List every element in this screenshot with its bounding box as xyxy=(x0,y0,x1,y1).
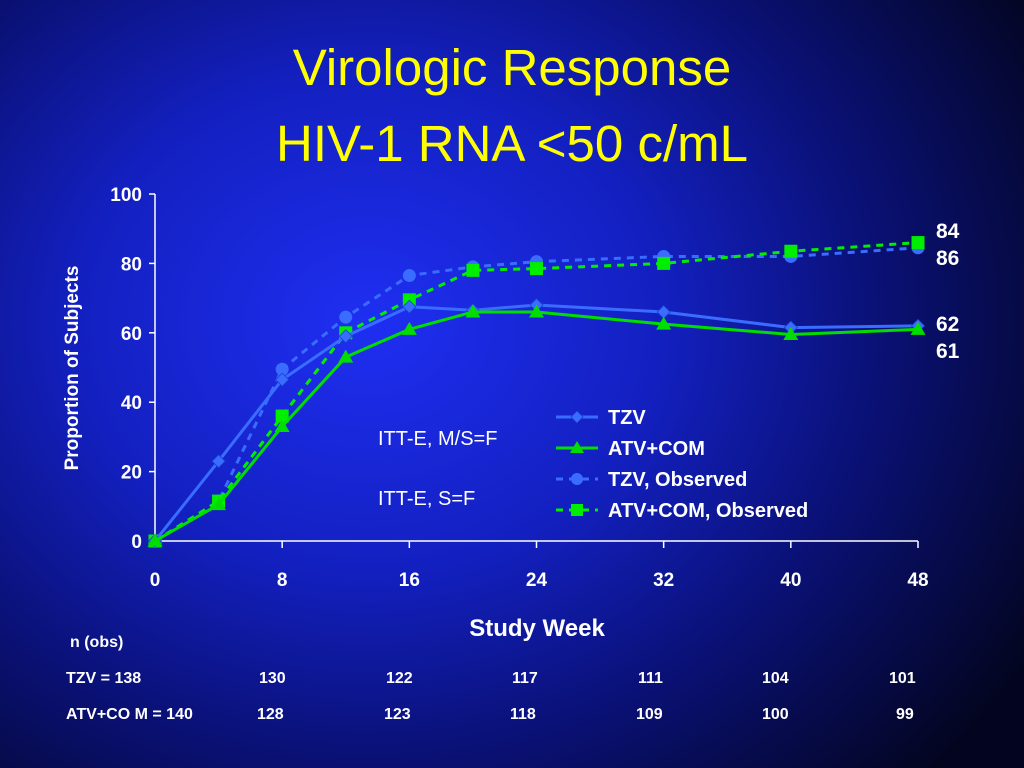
obs-tzv-week8: 130 xyxy=(259,670,286,687)
data-point-atv-com xyxy=(465,304,481,318)
legend-marker-atv-com xyxy=(570,441,584,453)
data-point-atv-com xyxy=(401,321,417,335)
data-point-tzv xyxy=(656,304,671,320)
obs-atv-week40: 100 xyxy=(762,706,789,723)
obs-atv-week32: 109 xyxy=(636,706,663,723)
obs-tzv-week48: 101 xyxy=(889,670,916,687)
legend-marker-atv-com-observed xyxy=(571,504,583,516)
data-point-atv-com xyxy=(211,497,227,511)
obs-atv-week8: 128 xyxy=(257,706,284,723)
x-tick-label: 0 xyxy=(150,570,161,591)
data-point-atv-com xyxy=(783,327,799,341)
legend-marker-tzv-observed xyxy=(571,473,583,485)
obs-atv-week16: 123 xyxy=(384,706,411,723)
y-tick-label: 60 xyxy=(121,324,142,345)
data-point-atv-com xyxy=(274,418,290,432)
y-tick-label: 100 xyxy=(110,185,142,206)
legend-marker-tzv xyxy=(570,410,584,424)
x-axis-label: Study Week xyxy=(469,615,605,642)
data-point-atv-com-observed xyxy=(466,263,480,277)
x-tick-label: 24 xyxy=(526,570,548,591)
data-point-atv-com-observed xyxy=(657,256,671,270)
obs-row-tzv-label: TZV = 138 xyxy=(66,670,142,687)
obs-tzv-week40: 104 xyxy=(762,670,789,687)
legend-label-tzv: TZV xyxy=(608,407,646,429)
annotation-itt-msf: ITT-E, M/S=F xyxy=(378,428,498,450)
x-tick-label: 40 xyxy=(780,570,801,591)
obs-tzv-week32: 111 xyxy=(638,670,663,687)
x-tick-label: 8 xyxy=(277,570,288,591)
data-point-atv-com xyxy=(910,321,926,335)
end-value-label: 84 xyxy=(936,220,960,243)
data-point-tzv-observed xyxy=(402,269,416,283)
data-point-atv-com xyxy=(529,304,544,318)
series-line-atv-com-observed xyxy=(154,241,919,543)
obs-tzv-week24: 117 xyxy=(512,670,538,687)
obs-atv-week24: 118 xyxy=(510,706,536,723)
data-point-tzv-observed xyxy=(339,310,353,324)
data-point-tzv xyxy=(338,329,353,344)
data-point-atv-com xyxy=(338,349,354,363)
obs-row-atv-label: ATV+CO M = 140 xyxy=(66,706,193,723)
obs-atv-week48: 99 xyxy=(896,706,914,723)
x-tick-label: 48 xyxy=(907,570,928,591)
legend-label-atv-com: ATV+COM xyxy=(608,438,705,460)
data-point-atv-com-observed xyxy=(530,262,543,276)
data-point-tzv xyxy=(402,299,417,314)
y-tick-label: 20 xyxy=(121,463,142,484)
series-line-atv-com xyxy=(154,310,919,543)
end-value-label: 61 xyxy=(936,340,960,363)
end-value-label: 62 xyxy=(936,313,959,336)
data-point-tzv xyxy=(211,454,226,469)
y-tick-label: 40 xyxy=(121,393,142,414)
data-point-tzv-observed xyxy=(275,362,289,376)
chart-title-line2: HIV-1 RNA <50 c/mL xyxy=(276,115,748,172)
y-tick-label: 80 xyxy=(121,254,142,275)
y-axis-label: Proportion of Subjects xyxy=(62,266,83,471)
annotation-itt-sf: ITT-E, S=F xyxy=(378,488,476,510)
y-tick-label: 0 xyxy=(131,532,142,553)
series-line-tzv xyxy=(153,303,919,542)
legend-label-tzv-observed: TZV, Observed xyxy=(608,469,747,491)
data-point-tzv xyxy=(275,372,290,387)
nobs-header: n (obs) xyxy=(70,634,124,651)
data-point-atv-com-observed xyxy=(275,409,289,423)
chart-title-line1: Virologic Response xyxy=(292,39,732,96)
legend-label-atv-com-observed: ATV+COM, Observed xyxy=(608,500,808,522)
data-point-atv-com-observed xyxy=(784,244,798,258)
x-tick-label: 16 xyxy=(399,570,420,591)
x-tick-label: 32 xyxy=(653,570,674,591)
series-line-tzv-observed xyxy=(154,246,919,543)
obs-tzv-week16: 122 xyxy=(386,670,413,687)
data-point-atv-com xyxy=(656,316,672,330)
end-value-label: 86 xyxy=(936,247,959,270)
data-point-atv-com-observed xyxy=(911,236,925,250)
data-point-atv-com xyxy=(147,533,163,547)
